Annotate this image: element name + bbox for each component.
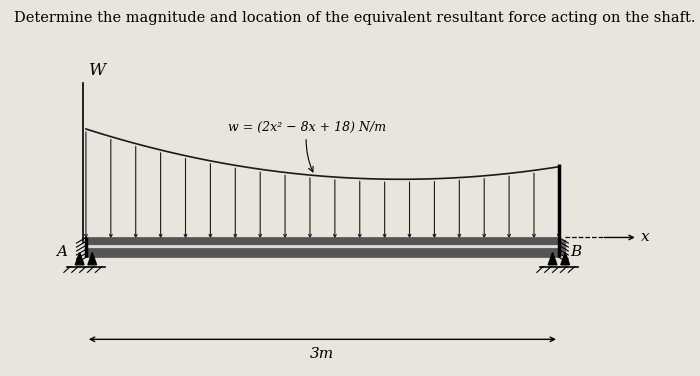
Text: x: x	[641, 230, 650, 244]
Text: Determine the magnitude and location of the equivalent resultant force acting on: Determine the magnitude and location of …	[14, 11, 696, 25]
Text: 3m: 3m	[310, 347, 335, 361]
Text: A: A	[56, 245, 67, 259]
Polygon shape	[88, 253, 97, 265]
Text: B: B	[570, 245, 581, 259]
Polygon shape	[548, 253, 557, 265]
Text: W: W	[89, 62, 106, 79]
Text: w = (2x² − 8x + 18) N/m: w = (2x² − 8x + 18) N/m	[228, 121, 386, 172]
Polygon shape	[561, 253, 570, 265]
Polygon shape	[76, 253, 84, 265]
